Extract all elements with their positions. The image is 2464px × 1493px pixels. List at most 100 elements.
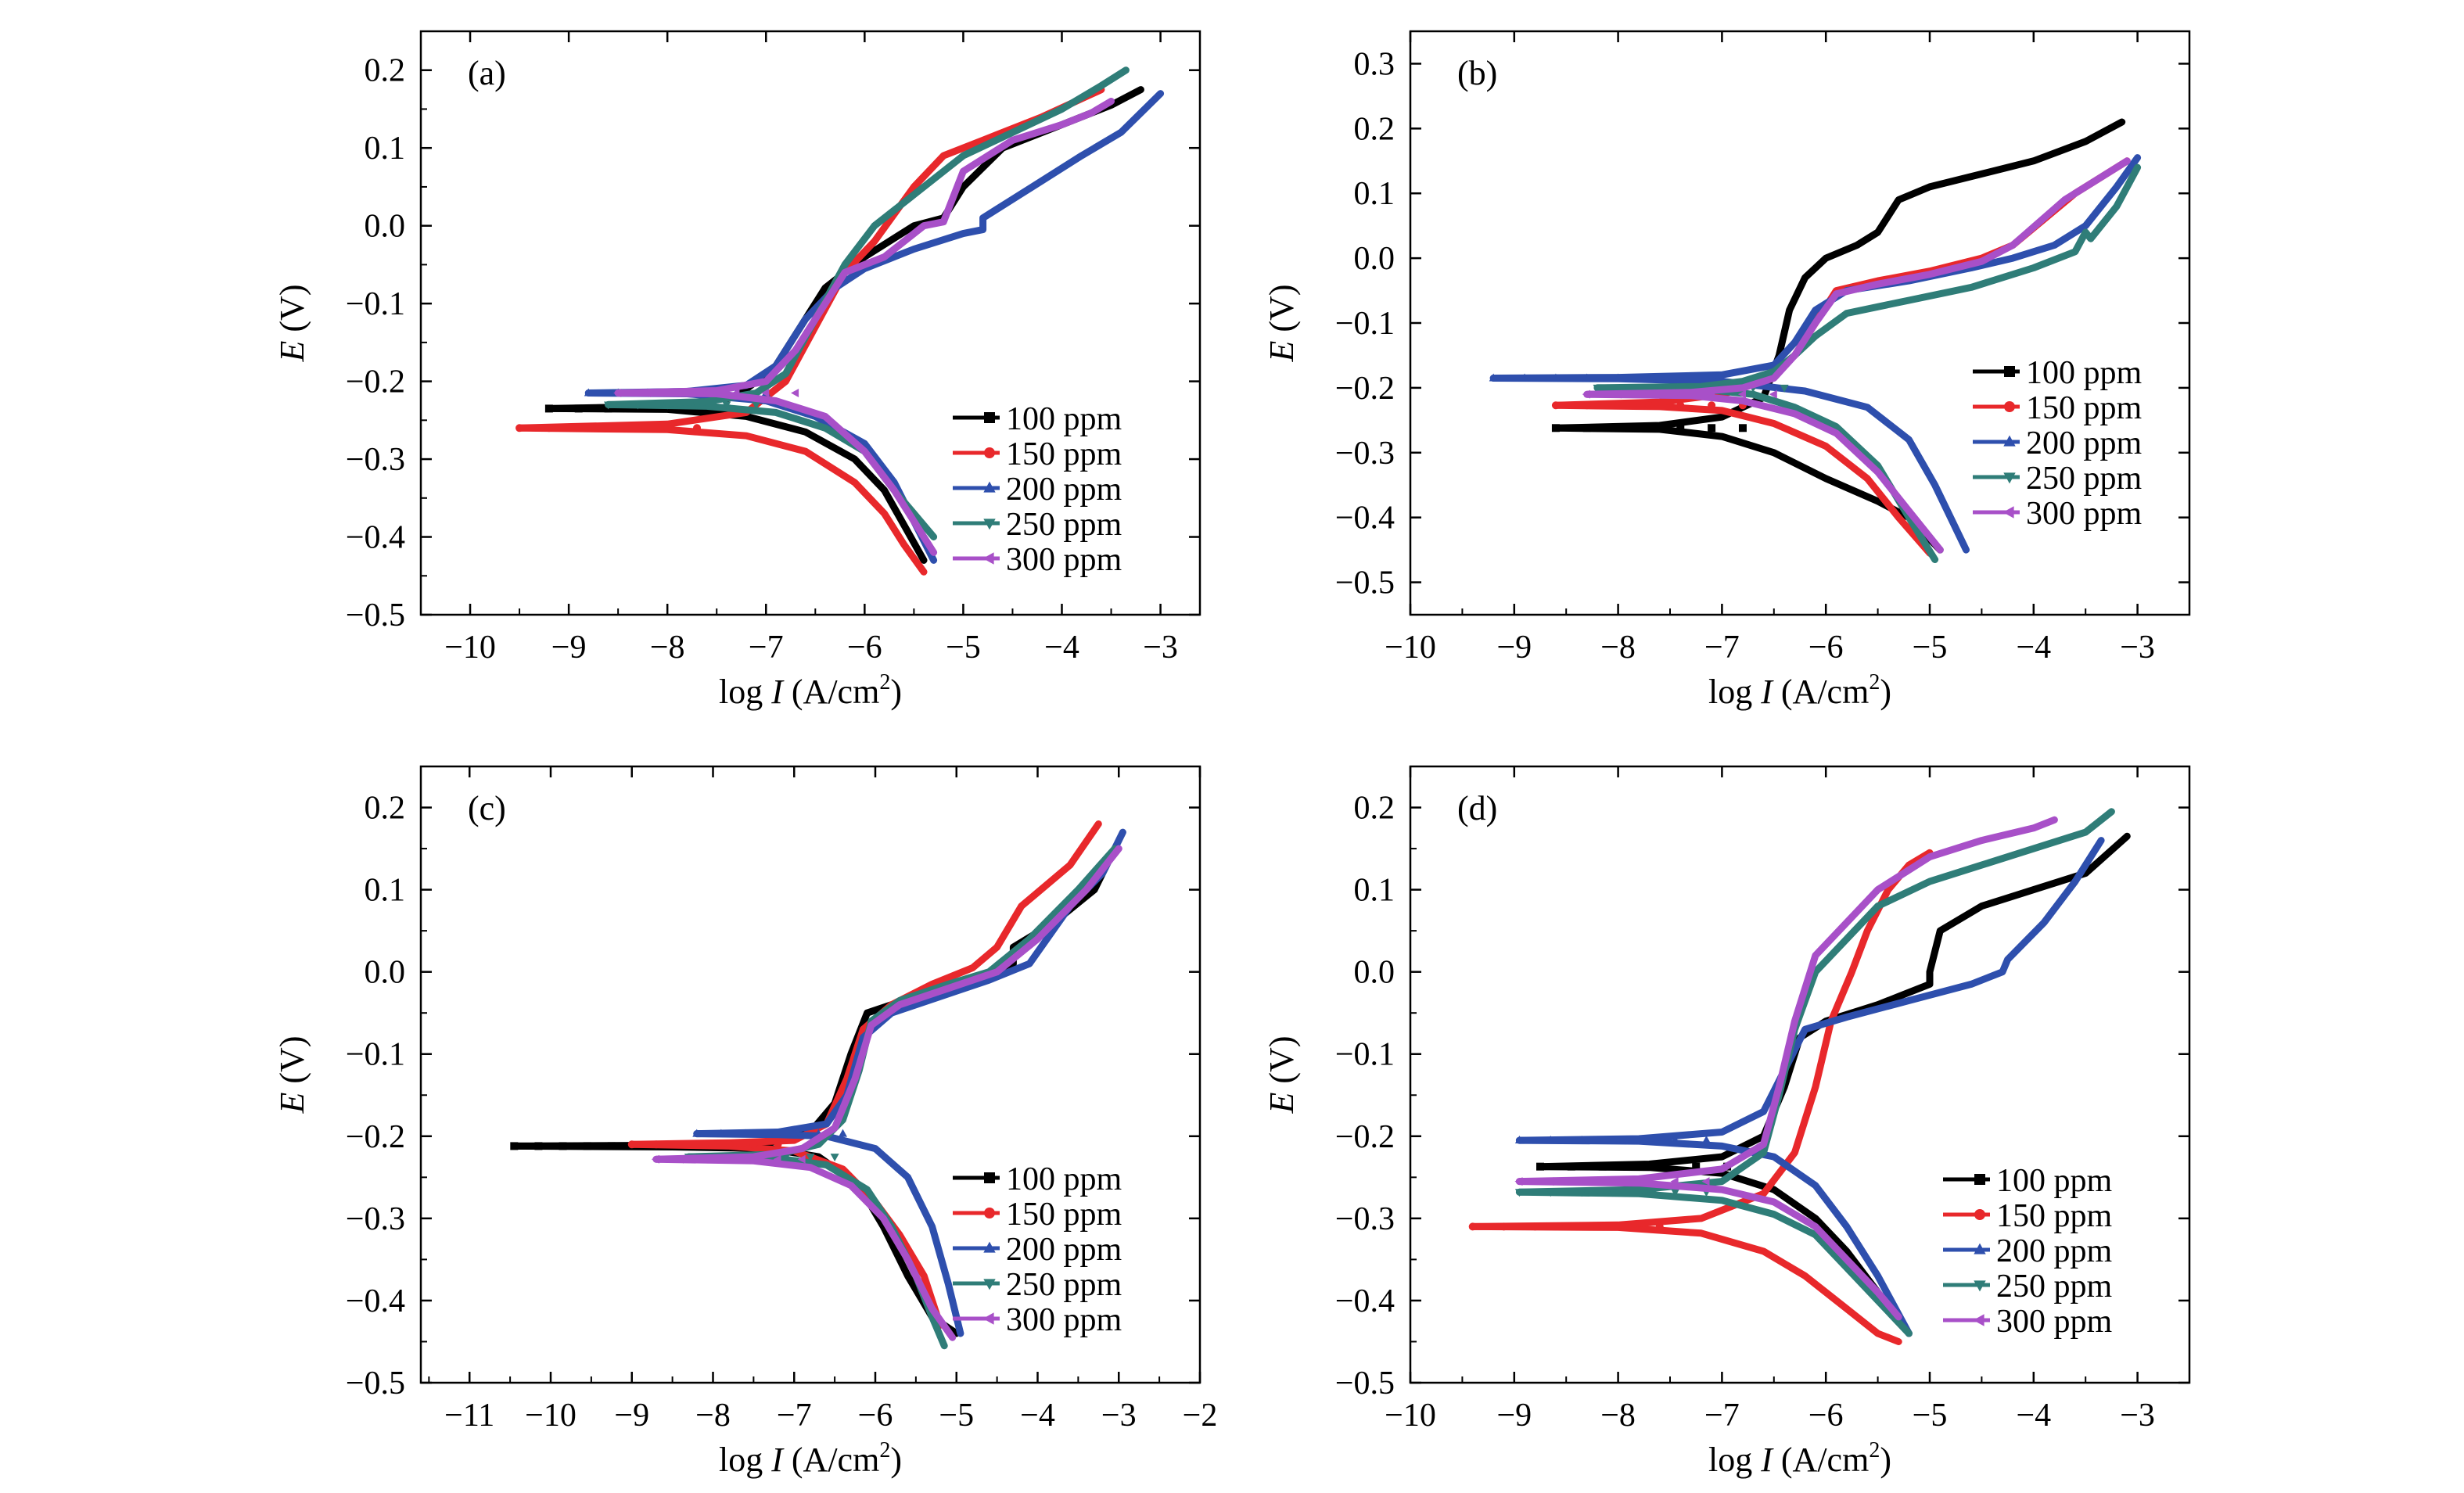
data-point-marker (791, 389, 799, 398)
data-point-marker (693, 424, 702, 432)
cathodic-branch-line (510, 1142, 961, 1337)
legend-label: 300 ppm (2026, 496, 2143, 532)
y-tick-label: 0.2 (365, 791, 406, 827)
data-point-marker (672, 389, 681, 398)
y-tick-label: −0.5 (1335, 1366, 1395, 1401)
data-point-marker (1551, 401, 1560, 410)
x-tick-label: −2 (1183, 1398, 1218, 1434)
legend-marker (982, 1312, 994, 1325)
data-point-marker (1582, 373, 1592, 382)
legend-marker (984, 412, 995, 423)
cathodic-branch-line (1515, 1178, 1902, 1321)
y-tick-label: −0.3 (346, 442, 405, 478)
data-point-marker (1562, 1222, 1571, 1231)
data-point-marker (544, 404, 553, 413)
legend-marker (983, 1241, 996, 1253)
legend-marker (2003, 435, 2016, 447)
legend-marker (983, 481, 996, 493)
panel-label: (a) (468, 54, 506, 92)
data-point-marker (1644, 389, 1653, 399)
anodic-branch-line (1515, 837, 2105, 1144)
anodic-branch-line (584, 90, 1165, 397)
data-point-marker (1514, 1177, 1523, 1186)
cathodic-branch-line (515, 424, 928, 576)
data-point-marker (1546, 1189, 1555, 1197)
data-point-marker (1546, 1177, 1554, 1186)
data-point-marker (789, 1129, 799, 1137)
x-tick-label: −8 (1600, 1398, 1636, 1434)
x-tick-label: −4 (1020, 1398, 1055, 1434)
data-point-marker (1500, 1222, 1508, 1231)
x-tick-label: −7 (1704, 630, 1740, 666)
data-point-marker (1514, 1136, 1524, 1144)
x-tick-label: −10 (1385, 1398, 1436, 1434)
legend-marker (2004, 366, 2015, 377)
y-tick-label: −0.4 (1335, 1283, 1395, 1319)
data-point-marker (1686, 384, 1696, 393)
x-tick-label: −10 (1385, 630, 1436, 666)
y-tick-label: −0.3 (1335, 1201, 1395, 1237)
data-point-marker (692, 401, 702, 410)
data-point-marker (1708, 401, 1716, 410)
data-point-marker (1489, 373, 1498, 382)
data-point-marker (1629, 1162, 1638, 1171)
data-point-marker (574, 404, 583, 413)
data-point-marker (634, 424, 642, 432)
data-point-marker (1607, 1177, 1616, 1186)
data-point-marker (1614, 401, 1622, 410)
legend-label: 200 ppm (1996, 1233, 2113, 1269)
y-tick-label: 0.1 (365, 873, 406, 909)
data-point-marker (613, 389, 622, 398)
data-point-marker (633, 401, 642, 410)
data-point-marker (1676, 401, 1685, 410)
legend-label: 300 ppm (1006, 1302, 1122, 1338)
x-tick-label: −4 (2016, 630, 2051, 666)
y-tick-label: 0.1 (1354, 176, 1395, 212)
panel-label: (d) (1457, 789, 1497, 827)
cathodic-branch-line (1515, 1136, 1913, 1337)
legend-label: 100 ppm (1006, 401, 1122, 437)
panel-label: (c) (468, 789, 506, 827)
cathodic-branch-line (1552, 401, 1934, 557)
data-point-marker (1701, 1136, 1711, 1144)
data-point-marker (663, 424, 672, 432)
plot-frame (1409, 765, 2191, 1384)
data-point-marker (749, 1154, 757, 1164)
x-axis-label: log I (A/cm2) (1708, 670, 1891, 711)
data-point-marker (1671, 1136, 1680, 1144)
y-tick-label: 0.1 (1354, 873, 1395, 909)
data-point-marker (574, 424, 583, 432)
x-tick-label: −8 (1600, 630, 1636, 666)
cathodic-branch-line (1515, 1188, 1913, 1337)
data-point-marker (717, 1129, 726, 1137)
legend-label: 300 ppm (1996, 1304, 2113, 1340)
legend-marker (1974, 1174, 1985, 1185)
data-point-marker (584, 388, 593, 397)
panel-a: −10 −9 −8 −7 −6 −5 −4 −3 −0.5 −0.4 −0.3 −0.2 −0.1 0.0… (273, 30, 1201, 711)
anodic-branch-line (1593, 163, 2142, 392)
data-point-marker (1551, 373, 1561, 382)
legend-label: 250 ppm (1006, 1267, 1122, 1303)
data-point-marker (725, 1140, 734, 1149)
data-point-marker (1676, 389, 1684, 399)
x-axis-label: log I (A/cm2) (719, 670, 902, 711)
y-tick-label: −0.1 (346, 286, 405, 322)
data-point-marker (1577, 1189, 1586, 1197)
x-tick-label: −9 (1496, 1398, 1532, 1434)
data-point-marker (1624, 384, 1633, 393)
y-tick-label: 0.0 (1354, 241, 1395, 277)
series-300-ppm (1582, 157, 2131, 554)
data-point-marker (1598, 1162, 1607, 1171)
data-point-marker (1613, 389, 1622, 399)
y-tick-label: −0.3 (346, 1201, 405, 1237)
cathodic-branch-line (614, 389, 938, 556)
x-tick-label: −5 (939, 1398, 974, 1434)
y-tick-label: −0.5 (1335, 565, 1395, 601)
y-tick-label: −0.2 (346, 364, 405, 400)
legend-marker (2002, 506, 2014, 519)
x-tick-label: −9 (614, 1398, 649, 1434)
data-point-marker (604, 424, 612, 432)
y-tick-label: −0.2 (1335, 371, 1395, 407)
panel-b: −10 −9 −8 −7 −6 −5 −4 −3 −0.5 −0.4 −0.3 −0.2 −0.1 0.0… (1263, 30, 2191, 711)
